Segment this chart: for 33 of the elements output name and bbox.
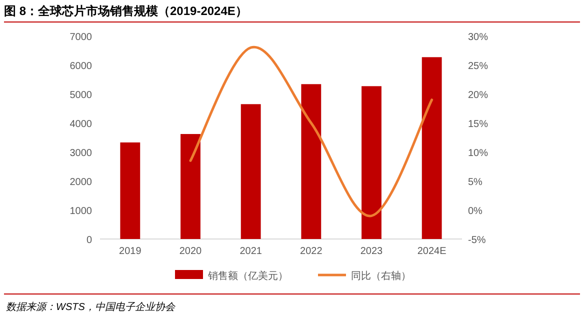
y-tick-label: 1000 [70,206,92,217]
y2-tick-label: 15% [468,119,488,130]
y-tick-label: 7000 [70,32,92,43]
x-tick-label: 2019 [119,246,142,257]
source-note: 数据来源：WSTS，中国电子企业协会 [6,301,176,313]
legend-label: 同比（右轴） [351,270,411,282]
y-tick-label: 6000 [70,61,92,72]
x-tick-label: 2024E [417,246,447,257]
bar [422,57,442,239]
bar [301,84,322,239]
y-tick-label: 5000 [70,90,92,101]
y-tick-label: 3000 [70,148,92,159]
x-tick-label: 2023 [360,246,384,257]
bar [120,142,140,239]
y2-tick-label: 0% [468,206,483,217]
y-tick-label: 4000 [70,119,92,130]
legend-label: 销售额（亿美元） [207,270,288,282]
x-tick-label: 2022 [300,246,323,257]
bar [240,104,261,239]
line-series [189,46,434,218]
chart-title: 图 8：全球芯片市场销售规模（2019-2024E） [4,4,248,18]
bar [362,86,382,239]
y2-tick-label: 25% [468,61,488,72]
x-tick-label: 2020 [179,246,202,257]
y-tick-label: 0 [86,235,92,246]
x-tick-label: 2021 [240,246,262,257]
y2-tick-label: 30% [468,32,488,43]
y2-tick-label: 5% [468,177,483,188]
y2-tick-label: 20% [468,90,488,101]
y2-tick-label: -5% [468,235,486,246]
y-tick-label: 2000 [70,177,92,188]
y2-tick-label: 10% [468,148,488,159]
bar [180,134,200,239]
